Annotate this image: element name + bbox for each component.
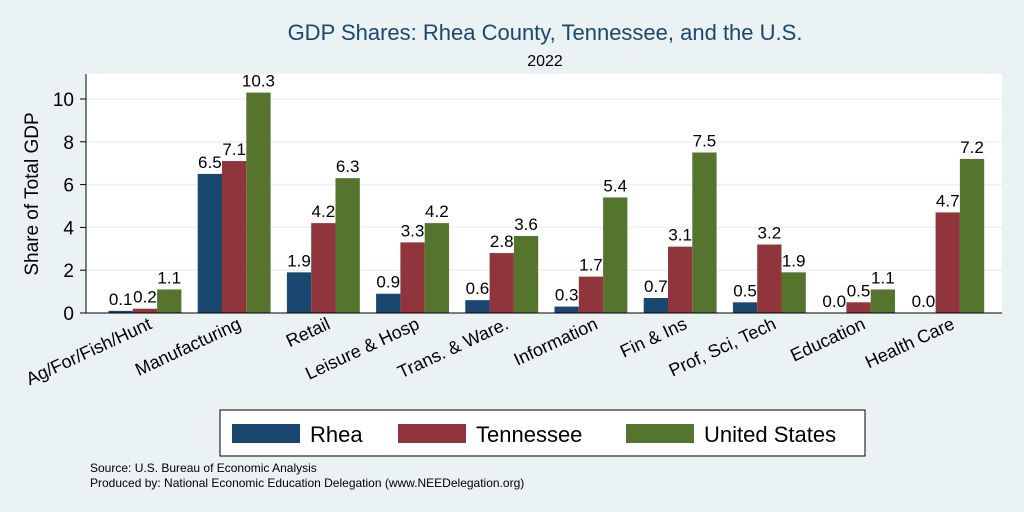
x-tick-label: Retail <box>283 313 333 351</box>
data-label: 0.6 <box>466 279 490 298</box>
bar <box>286 272 312 313</box>
x-tick-label: Education <box>787 313 868 365</box>
y-tick-label: 4 <box>63 218 74 239</box>
bar <box>959 158 985 313</box>
data-label: 0.0 <box>822 292 846 311</box>
data-label: 0.3 <box>555 286 579 305</box>
bar <box>578 276 604 313</box>
data-label: 3.3 <box>401 221 425 240</box>
legend-label: Tennessee <box>476 422 582 447</box>
x-tick-label: Ag/For/Fish/Hunt <box>23 313 155 389</box>
chart-title: GDP Shares: Rhea County, Tennessee, and … <box>288 20 803 45</box>
x-tick-label: Fin & Ins <box>617 313 690 361</box>
bar <box>554 306 579 313</box>
bar <box>311 223 336 313</box>
bar <box>246 92 271 313</box>
x-tick-label: Information <box>511 313 601 369</box>
data-label: 10.3 <box>242 72 275 91</box>
y-tick-label: 10 <box>53 90 74 111</box>
bar <box>335 178 360 313</box>
data-label: 7.5 <box>693 132 717 151</box>
data-label: 7.1 <box>222 140 246 159</box>
bar <box>732 302 758 313</box>
bar <box>603 197 628 313</box>
x-tick-label: Health Care <box>862 313 958 372</box>
y-axis-label: Share of Total GDP <box>22 112 43 275</box>
bar <box>513 235 539 313</box>
bar <box>668 246 693 313</box>
bar <box>157 289 182 313</box>
data-label: 1.9 <box>782 251 806 270</box>
legend-label: Rhea <box>310 422 363 447</box>
data-label: 1.1 <box>871 268 895 287</box>
bar <box>465 300 490 313</box>
bar <box>935 212 960 313</box>
data-label: 4.2 <box>425 202 449 221</box>
data-label: 6.3 <box>336 157 360 176</box>
y-tick-label: 8 <box>63 133 74 154</box>
legend: Rhea Tennessee United States <box>219 409 866 457</box>
data-label: 1.7 <box>579 256 603 275</box>
bar <box>846 302 871 313</box>
y-tick-label: 0 <box>63 304 74 325</box>
bar <box>870 289 895 313</box>
legend-label: United States <box>704 422 836 447</box>
y-tick-label: 2 <box>63 261 74 282</box>
data-label: 0.5 <box>847 281 871 300</box>
legend-swatch <box>232 424 300 443</box>
bar <box>197 173 222 313</box>
produced-note: Produced by: National Economic Education… <box>90 476 524 490</box>
bar <box>643 298 668 313</box>
data-label: 0.1 <box>109 290 133 309</box>
data-label: 0.7 <box>644 277 668 296</box>
data-label: 3.1 <box>668 226 692 245</box>
bar <box>108 310 133 313</box>
data-label: 7.2 <box>960 138 984 157</box>
data-label: 5.4 <box>603 176 627 195</box>
data-label: 0.9 <box>376 273 400 292</box>
bar <box>781 272 806 313</box>
bar <box>376 293 401 313</box>
data-label: 4.7 <box>936 191 960 210</box>
data-label: 0.0 <box>912 292 936 311</box>
data-label: 0.2 <box>133 288 157 307</box>
data-label: 1.9 <box>287 251 311 270</box>
legend-swatch <box>626 424 694 443</box>
y-tick-label: 6 <box>63 176 74 197</box>
data-label: 6.5 <box>198 153 222 172</box>
data-label: 3.6 <box>514 215 538 234</box>
bar <box>222 161 247 313</box>
bar <box>132 308 158 313</box>
source-note: Source: U.S. Bureau of Economic Analysis <box>90 461 317 475</box>
bar <box>400 242 425 313</box>
chart-subtitle: 2022 <box>527 53 563 70</box>
data-label: 4.2 <box>312 202 336 221</box>
data-label: 3.2 <box>758 224 782 243</box>
data-label: 1.1 <box>157 268 181 287</box>
bar <box>489 253 514 313</box>
bar <box>757 244 782 313</box>
bar <box>424 223 449 313</box>
bar <box>692 152 717 313</box>
data-label: 0.5 <box>733 281 757 300</box>
data-label: 2.8 <box>490 232 514 251</box>
legend-swatch <box>398 424 466 443</box>
